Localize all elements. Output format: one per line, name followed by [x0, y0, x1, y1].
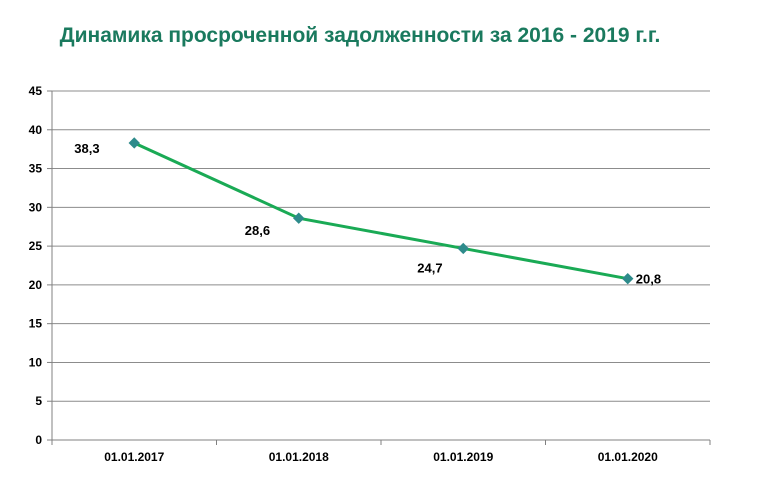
series-line [133, 141, 629, 281]
y-tick-label: 20 [29, 278, 43, 292]
y-tick-label: 10 [29, 355, 43, 369]
x-tick-label: 01.01.2019 [433, 450, 493, 464]
x-tick-label: 01.01.2018 [269, 450, 329, 464]
y-tick-label: 45 [29, 84, 43, 98]
x-tick-label: 01.01.2020 [598, 450, 658, 464]
data-point-marker [293, 212, 305, 224]
y-tick-label: 0 [35, 433, 42, 447]
data-label: 20,8 [636, 272, 661, 287]
x-tick-label: 01.01.2017 [104, 450, 164, 464]
y-tick-label: 25 [29, 239, 43, 253]
y-tick-label: 40 [29, 123, 43, 137]
y-tick-label: 35 [29, 162, 43, 176]
y-tick-label: 5 [35, 394, 42, 408]
data-label: 28,6 [245, 223, 270, 238]
data-label: 24,7 [417, 260, 442, 275]
chart-title: Динамика просроченной задолженности за 2… [59, 24, 661, 47]
data-point-marker [128, 137, 140, 149]
y-tick-label: 15 [29, 317, 43, 331]
data-point-marker [622, 272, 634, 285]
y-tick-label: 30 [29, 200, 43, 214]
data-label: 38,3 [74, 141, 99, 156]
data-point-marker [457, 242, 469, 255]
